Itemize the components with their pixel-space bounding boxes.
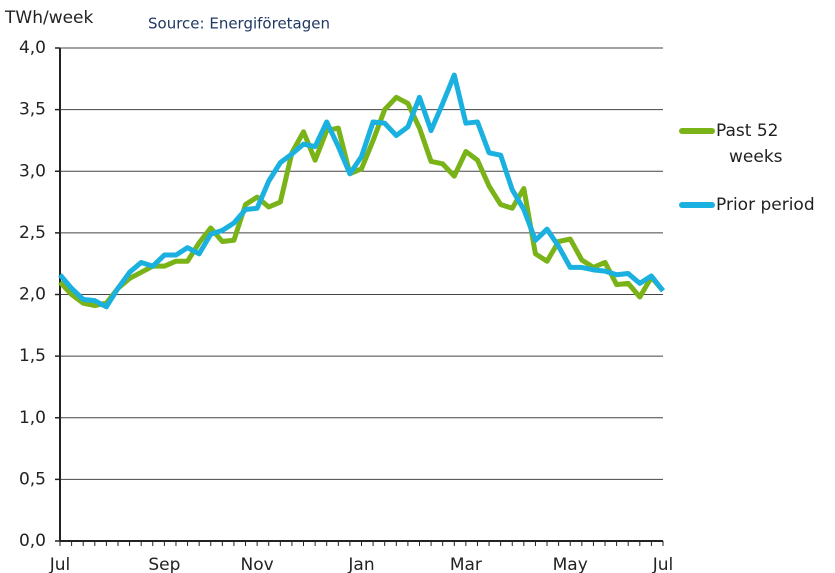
- y-tick-label: 0,0: [19, 531, 46, 551]
- y-tick-label: 3,0: [19, 161, 46, 181]
- legend-label: Prior period: [716, 195, 815, 215]
- y-tick-label: 1,0: [19, 408, 46, 428]
- x-tick-label: Jul: [49, 555, 71, 573]
- x-tick-label: May: [553, 555, 588, 573]
- x-tick-label: Sep: [148, 555, 180, 573]
- x-tick-label: Nov: [241, 555, 274, 573]
- x-tick-label: Jul: [652, 555, 674, 573]
- source: Source: Energiföretagen: [148, 15, 330, 33]
- legend-label: Past 52 weeks: [716, 121, 783, 167]
- y-axis-label: TWh/week: [4, 8, 94, 28]
- x-tick-label: Jan: [347, 555, 374, 573]
- y-tick-label: 2,5: [19, 223, 46, 243]
- line-series: [58, 94, 665, 309]
- x-tick-label: Mar: [450, 555, 482, 573]
- y-tick-label: 1,5: [19, 346, 46, 366]
- y-tick-label: 0,5: [19, 469, 46, 489]
- line-series: [58, 72, 665, 310]
- y-tick-label: 3,5: [19, 100, 46, 120]
- y-tick-label: 4,0: [19, 38, 46, 58]
- y-tick-label: 2,0: [19, 285, 46, 305]
